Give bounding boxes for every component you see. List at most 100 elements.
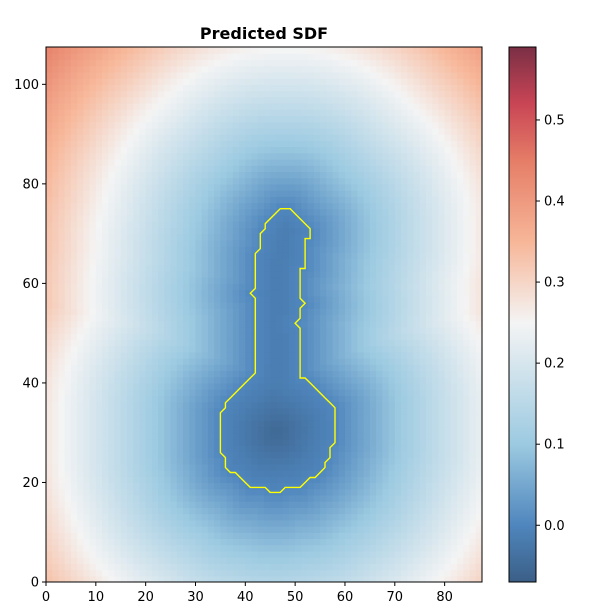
heatmap-cell	[363, 320, 371, 328]
heatmap-cell	[46, 246, 53, 253]
heatmap-cell	[226, 115, 234, 123]
heatmap-cell	[276, 121, 284, 129]
heatmap-cell	[176, 488, 184, 496]
heatmap-cell	[344, 47, 352, 54]
heatmap-cell	[338, 407, 346, 415]
heatmap-cell	[376, 451, 383, 459]
heatmap-cell	[344, 233, 352, 241]
heatmap-cell	[401, 470, 408, 477]
heatmap-cell	[151, 376, 159, 384]
heatmap-cell	[264, 526, 271, 533]
heatmap-cell	[214, 376, 221, 384]
heatmap-cell	[320, 501, 327, 508]
heatmap-cell	[338, 438, 346, 446]
heatmap-cell	[151, 183, 159, 191]
heatmap-cell	[357, 526, 365, 533]
heatmap-cell	[376, 165, 383, 173]
heatmap-cell	[89, 463, 97, 471]
heatmap-cell	[313, 165, 321, 173]
heatmap-cell	[320, 389, 327, 396]
heatmap-cell	[351, 295, 359, 303]
heatmap-cell	[126, 264, 134, 272]
heatmap-cell	[151, 445, 159, 452]
heatmap-cell	[108, 202, 116, 210]
heatmap-cell	[70, 177, 78, 185]
heatmap-cell	[388, 78, 396, 85]
heatmap-cell	[83, 507, 91, 515]
heatmap-cell	[139, 376, 147, 384]
heatmap-cell	[295, 538, 302, 546]
heatmap-cell	[158, 407, 165, 415]
heatmap-cell	[46, 152, 53, 160]
heatmap-cell	[183, 214, 190, 222]
heatmap-cell	[58, 339, 66, 347]
heatmap-cell	[183, 258, 190, 266]
heatmap-cell	[326, 501, 334, 508]
heatmap-cell	[58, 96, 66, 104]
heatmap-cell	[220, 326, 228, 334]
heatmap-cell	[288, 538, 296, 546]
heatmap-cell	[195, 308, 203, 316]
heatmap-cell	[83, 494, 91, 502]
heatmap-cell	[114, 78, 122, 85]
heatmap-cell	[189, 47, 197, 54]
heatmap-cell	[77, 351, 84, 359]
heatmap-cell	[288, 470, 296, 477]
heatmap-cell	[307, 420, 315, 428]
heatmap-cell	[170, 277, 178, 284]
heatmap-cell	[288, 482, 296, 490]
heatmap-cell	[388, 532, 396, 540]
heatmap-cell	[363, 532, 371, 540]
heatmap-cell	[295, 152, 302, 160]
heatmap-cell	[226, 308, 234, 316]
heatmap-cell	[282, 221, 290, 229]
heatmap-cell	[369, 134, 377, 141]
heatmap-cell	[46, 457, 53, 465]
heatmap-cell	[257, 71, 265, 79]
heatmap-cell	[401, 488, 408, 496]
heatmap-cell	[220, 283, 228, 291]
heatmap-cell	[207, 78, 215, 85]
heatmap-cell	[288, 351, 296, 359]
heatmap-cell	[401, 115, 408, 123]
heatmap-cell	[220, 115, 228, 123]
heatmap-cell	[189, 252, 197, 260]
heatmap-cell	[52, 53, 60, 61]
heatmap-cell	[295, 146, 302, 154]
heatmap-cell	[363, 445, 371, 452]
heatmap-cell	[351, 482, 359, 490]
heatmap-cell	[320, 488, 327, 496]
heatmap-cell	[77, 488, 84, 496]
heatmap-cell	[376, 270, 383, 278]
heatmap-cell	[183, 158, 190, 166]
heatmap-cell	[108, 320, 116, 328]
heatmap-cell	[264, 407, 271, 415]
heatmap-cell	[257, 432, 265, 440]
heatmap-cell	[126, 208, 134, 216]
heatmap-cell	[332, 494, 340, 502]
heatmap-cell	[282, 121, 290, 129]
heatmap-cell	[307, 345, 315, 353]
heatmap-cell	[183, 389, 190, 396]
heatmap-cell	[270, 420, 278, 428]
heatmap-cell	[332, 463, 340, 471]
heatmap-cell	[83, 84, 91, 92]
heatmap-cell	[394, 227, 402, 235]
heatmap-cell	[114, 214, 122, 222]
heatmap-cell	[301, 370, 309, 378]
heatmap-cell	[288, 208, 296, 216]
heatmap-cell	[376, 264, 383, 272]
heatmap-cell	[388, 177, 396, 185]
heatmap-cell	[176, 395, 184, 403]
heatmap-cell	[214, 507, 221, 515]
heatmap-cell	[232, 264, 240, 272]
heatmap-cell	[226, 246, 234, 253]
heatmap-cell	[114, 208, 122, 216]
heatmap-cell	[388, 308, 396, 316]
heatmap-cell	[338, 501, 346, 508]
heatmap-cell	[382, 457, 390, 465]
heatmap-cell	[257, 283, 265, 291]
heatmap-cell	[376, 78, 383, 85]
heatmap-cell	[301, 476, 309, 484]
heatmap-cell	[46, 177, 53, 185]
